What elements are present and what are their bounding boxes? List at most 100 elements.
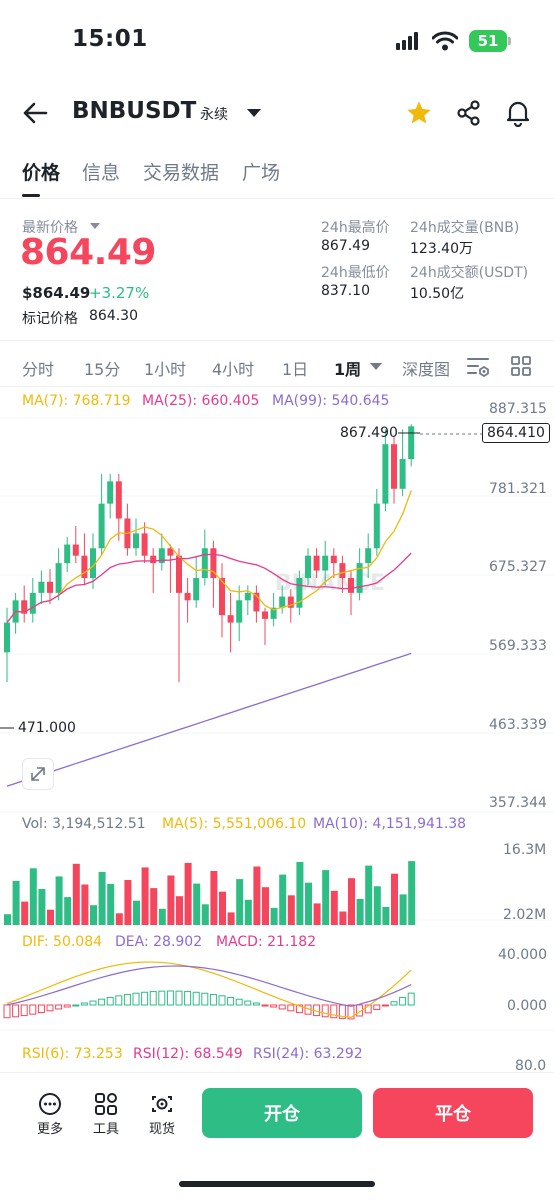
timeframe-1w[interactable]: 1周: [334, 360, 362, 379]
turnover-24h-label: 24h成交额(USDT): [410, 265, 529, 281]
tab-square[interactable]: 广场: [242, 162, 281, 184]
price-change-pct: +3.27%: [89, 284, 150, 302]
y-tick: 887.315: [489, 401, 547, 417]
volume-bar: [81, 884, 89, 925]
symbol-title[interactable]: BNBUSDT: [72, 98, 197, 124]
candle-body: [47, 581, 53, 593]
tools-button[interactable]: 工具: [86, 1092, 126, 1137]
macd-dea-legend: DEA: 28.902: [115, 934, 203, 950]
macd-bar: [278, 1004, 286, 1010]
spot-button[interactable]: 现货: [142, 1092, 182, 1137]
rsi24-legend: RSI(24): 63.292: [253, 1046, 363, 1062]
share-icon[interactable]: [456, 100, 482, 126]
macd-bar: [132, 992, 140, 1006]
fullscreen-button[interactable]: [22, 758, 54, 790]
macd-bar: [115, 995, 123, 1006]
candle-body: [339, 563, 346, 578]
volume-bar: [29, 868, 37, 925]
y-tick: 675.327: [489, 559, 547, 575]
tab-trading-data[interactable]: 交易数据: [143, 162, 220, 184]
timeframe-15m[interactable]: 15分: [84, 360, 121, 379]
macd-bar: [72, 1004, 80, 1007]
candle-body: [210, 548, 217, 578]
macd-bar: [364, 1004, 372, 1014]
timeframe-line[interactable]: 分时: [22, 360, 55, 379]
macd-bar: [63, 1004, 71, 1008]
ma99-legend: MA(99): 540.645: [272, 393, 390, 409]
candle-body: [72, 544, 79, 556]
volume-bar: [287, 895, 295, 925]
home-indicator: [179, 1181, 375, 1187]
macd-bar: [321, 1004, 329, 1018]
timeframe-1d[interactable]: 1日: [282, 360, 309, 379]
macd-bar: [20, 1004, 28, 1017]
candle-body: [21, 600, 28, 614]
candle-body: [176, 555, 182, 593]
close-position-button[interactable]: 平仓: [373, 1088, 533, 1138]
high-marker-label: 867.490: [340, 425, 398, 441]
macd-bar: [175, 990, 183, 1006]
favorite-star-icon[interactable]: [405, 99, 433, 127]
ma25-line: [6, 552, 412, 623]
back-arrow-icon[interactable]: [22, 100, 48, 126]
mark-price: 864.30: [89, 308, 138, 324]
volume-bar: [262, 887, 269, 925]
battery-nub: [508, 37, 511, 45]
caret-down-icon[interactable]: [370, 363, 382, 371]
macd-bar: [123, 993, 131, 1006]
candle-body: [141, 533, 148, 556]
volume-bar: [115, 913, 123, 925]
open-position-button[interactable]: 开仓: [202, 1088, 362, 1138]
y-tick: 781.321: [489, 481, 547, 497]
candle-body: [408, 426, 415, 460]
macd-bar: [166, 990, 174, 1006]
volume-bar: [348, 878, 355, 925]
rsi6-legend: RSI(6): 73.253: [22, 1046, 123, 1062]
ma99-line: [6, 652, 412, 787]
macd-bar: [227, 996, 235, 1006]
candle-body: [81, 555, 88, 578]
volume-bar: [408, 861, 416, 925]
kline-chart[interactable]: BINANCE: [0, 380, 554, 1080]
usd-price: $864.49: [22, 284, 91, 302]
tab-info[interactable]: 信息: [82, 162, 121, 184]
candle-body: [330, 555, 337, 564]
macd-bar: [98, 998, 106, 1006]
macd-bar: [244, 1000, 252, 1006]
timeframe-1h[interactable]: 1小时: [144, 360, 187, 379]
volume-bar: [158, 908, 166, 925]
caret-down-icon[interactable]: [90, 223, 100, 230]
last-price-label[interactable]: 最新价格: [22, 220, 78, 236]
candle-body: [150, 555, 157, 564]
bell-icon[interactable]: [505, 99, 531, 127]
candle-body: [4, 622, 10, 653]
candle-body: [244, 592, 251, 601]
volume-bar: [339, 911, 347, 925]
more-button[interactable]: 更多: [30, 1092, 70, 1137]
grid-layout-icon[interactable]: [511, 356, 531, 376]
status-time: 15:01: [72, 26, 148, 52]
tab-price[interactable]: 价格: [22, 162, 61, 184]
turnover-24h: 10.50亿: [410, 286, 465, 302]
candle-body: [184, 592, 191, 601]
macd-bar: [261, 1004, 269, 1007]
macd-bar: [37, 1004, 45, 1014]
timeframe-4h[interactable]: 4小时: [212, 360, 255, 379]
volume-bar: [141, 867, 149, 925]
candle-body: [365, 548, 372, 564]
indicator-settings-icon[interactable]: [466, 355, 490, 377]
volume-bar: [236, 879, 244, 925]
volume-bar: [373, 886, 381, 925]
macd-bar: [399, 997, 407, 1006]
candle-body: [219, 577, 225, 616]
vol-y-tick: 16.3M: [503, 842, 547, 858]
macd-bar: [287, 1004, 295, 1012]
macd-y-tick: 40.000: [498, 947, 547, 963]
caret-down-icon[interactable]: [246, 108, 262, 118]
rsi-y-tick: 80.0: [515, 1058, 547, 1074]
timeframe-depth[interactable]: 深度图: [402, 360, 451, 379]
volume-bar: [305, 882, 312, 925]
volume-bar: [365, 865, 373, 925]
macd-bar: [158, 990, 166, 1006]
low-24h: 837.10: [321, 283, 370, 299]
